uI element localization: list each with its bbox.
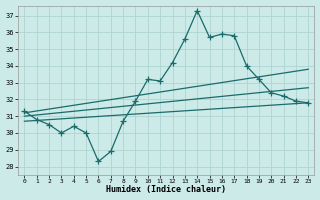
- X-axis label: Humidex (Indice chaleur): Humidex (Indice chaleur): [106, 185, 226, 194]
